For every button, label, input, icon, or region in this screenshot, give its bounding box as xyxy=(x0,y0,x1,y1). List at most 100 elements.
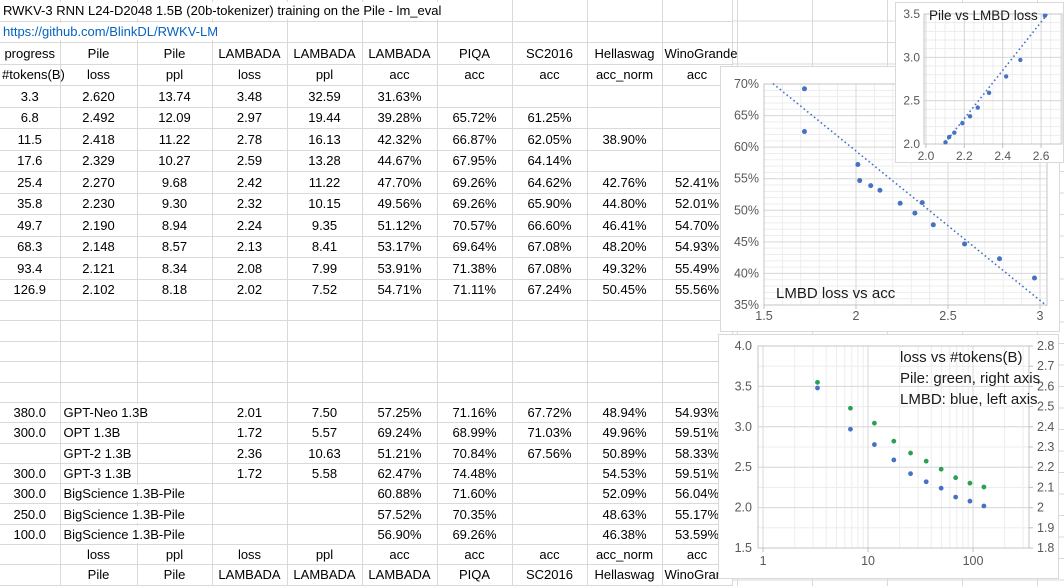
cell[interactable]: 64.14% xyxy=(511,149,588,172)
cell[interactable]: acc xyxy=(436,544,513,566)
cell[interactable]: 32.59 xyxy=(286,85,363,108)
cell[interactable] xyxy=(586,361,663,383)
cell[interactable] xyxy=(286,320,363,342)
cell[interactable] xyxy=(511,361,588,383)
cell[interactable] xyxy=(511,462,588,485)
cell[interactable] xyxy=(211,523,288,546)
cell[interactable]: 69.26% xyxy=(436,171,513,194)
cell[interactable] xyxy=(511,299,588,322)
cell[interactable] xyxy=(586,0,663,22)
cell[interactable]: 2.36 xyxy=(211,442,288,464)
cell[interactable] xyxy=(0,361,61,383)
cell[interactable]: 50.89% xyxy=(586,442,663,464)
cell[interactable]: 44.67% xyxy=(361,149,438,172)
repo-link[interactable]: https://github.com/BlinkDL/RWKV-LM xyxy=(2,23,222,41)
cell[interactable]: 300.0 xyxy=(0,483,61,505)
cell[interactable]: acc xyxy=(436,63,513,86)
cell[interactable]: 16.13 xyxy=(286,128,363,151)
cell[interactable]: 35.8 xyxy=(0,192,61,215)
cell[interactable]: WinoGrande xyxy=(661,42,737,65)
cell[interactable]: https://github.com/BlinkDL/RWKV-LM xyxy=(0,20,222,43)
cell[interactable]: 57.52% xyxy=(361,503,438,525)
cell[interactable]: 93.4 xyxy=(0,257,61,280)
cell[interactable] xyxy=(661,0,733,22)
cell[interactable]: 70.57% xyxy=(436,214,513,237)
cell[interactable] xyxy=(436,381,513,403)
cell[interactable]: 54.93% xyxy=(661,401,733,424)
cell[interactable] xyxy=(361,320,438,342)
cell[interactable]: 44.80% xyxy=(586,192,663,215)
cell[interactable]: 5.58 xyxy=(286,462,363,485)
cell[interactable]: 2.13 xyxy=(211,235,288,258)
cell[interactable]: 51.21% xyxy=(361,442,438,464)
cell[interactable]: 8.34 xyxy=(136,257,213,280)
cell[interactable] xyxy=(0,544,61,566)
cell[interactable]: Pile xyxy=(59,564,138,586)
cell[interactable]: 54.70% xyxy=(661,214,733,237)
cell[interactable]: 10.63 xyxy=(286,442,363,464)
cell[interactable]: 100.0 xyxy=(0,523,61,546)
cell[interactable] xyxy=(511,20,588,43)
cell[interactable] xyxy=(0,340,61,363)
cell[interactable]: 8.57 xyxy=(136,235,213,258)
cell[interactable] xyxy=(59,361,138,383)
cell[interactable]: 2.270 xyxy=(59,171,138,194)
cell[interactable]: 2.24 xyxy=(211,214,288,237)
cell[interactable]: 68.99% xyxy=(436,422,513,444)
cell[interactable]: 48.94% xyxy=(586,401,663,424)
cell[interactable]: 65.90% xyxy=(511,192,588,215)
cell[interactable] xyxy=(661,381,733,403)
cell[interactable]: GPT-2 1.3B xyxy=(59,442,138,464)
cell[interactable]: LAMBADA xyxy=(286,42,363,65)
cell[interactable] xyxy=(286,503,363,525)
cell[interactable]: 2.102 xyxy=(59,278,138,301)
cell[interactable]: 2.190 xyxy=(59,214,138,237)
cell[interactable] xyxy=(436,0,513,22)
cell[interactable]: 60.88% xyxy=(361,483,438,505)
cell[interactable]: LAMBADA xyxy=(361,564,438,586)
cell[interactable] xyxy=(511,523,588,546)
cell[interactable]: ppl xyxy=(286,63,363,86)
cell[interactable]: acc_norm xyxy=(586,63,663,86)
cell[interactable]: SC2016 xyxy=(511,564,588,586)
cell[interactable]: PIQA xyxy=(436,42,513,65)
cell[interactable]: 3.48 xyxy=(211,85,288,108)
cell[interactable]: 49.56% xyxy=(361,192,438,215)
cell[interactable] xyxy=(136,381,213,403)
cell[interactable]: 64.62% xyxy=(511,171,588,194)
cell[interactable]: 66.87% xyxy=(436,128,513,151)
cell[interactable]: Hellaswag xyxy=(586,42,663,65)
cell[interactable]: 13.28 xyxy=(286,149,363,172)
cell[interactable]: 54.93% xyxy=(661,235,733,258)
cell[interactable]: 2.01 xyxy=(211,401,288,424)
cell[interactable]: 12.09 xyxy=(136,106,213,129)
cell[interactable]: OPT 1.3B xyxy=(59,422,138,444)
cell[interactable]: 1.72 xyxy=(211,462,288,485)
cell[interactable] xyxy=(661,320,733,342)
cell[interactable]: 58.33% xyxy=(661,442,733,464)
cell[interactable]: 9.68 xyxy=(136,171,213,194)
cell[interactable]: 2.148 xyxy=(59,235,138,258)
cell[interactable]: 53.59% xyxy=(661,523,733,546)
cell[interactable] xyxy=(586,381,663,403)
cell[interactable]: #tokens(B) xyxy=(0,63,65,86)
cell[interactable] xyxy=(286,381,363,403)
cell[interactable]: 380.0 xyxy=(0,401,61,424)
cell[interactable]: 70.84% xyxy=(436,442,513,464)
cell[interactable]: loss xyxy=(59,544,138,566)
cell[interactable]: 51.12% xyxy=(361,214,438,237)
cell[interactable]: 3.3 xyxy=(0,85,61,108)
cell[interactable]: 49.32% xyxy=(586,257,663,280)
cell[interactable]: 54.71% xyxy=(361,278,438,301)
cell[interactable]: 46.38% xyxy=(586,523,663,546)
cell[interactable] xyxy=(0,564,61,586)
cell[interactable]: 10.15 xyxy=(286,192,363,215)
cell[interactable]: 25.4 xyxy=(0,171,61,194)
cell[interactable]: 2.492 xyxy=(59,106,138,129)
cell[interactable] xyxy=(661,340,733,363)
cell[interactable]: loss xyxy=(59,63,138,86)
cell[interactable] xyxy=(436,320,513,342)
cell[interactable] xyxy=(436,299,513,322)
cell[interactable] xyxy=(586,340,663,363)
cell[interactable] xyxy=(211,361,288,383)
